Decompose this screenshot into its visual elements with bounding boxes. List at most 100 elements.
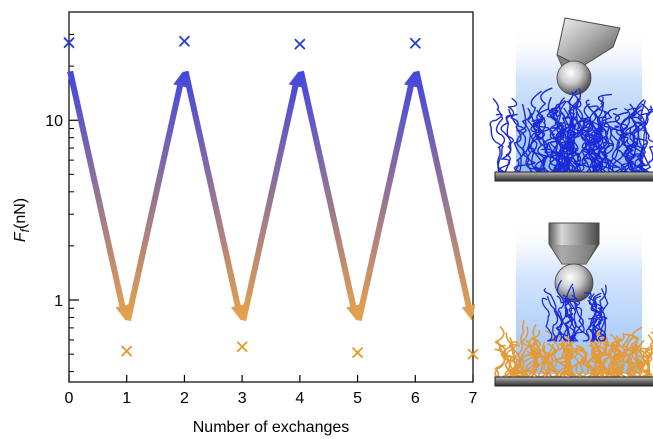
polymer-chain (582, 295, 602, 342)
polymer-chain (530, 87, 553, 173)
polymer-chain (610, 333, 639, 378)
polymer-chain (516, 103, 534, 173)
polymer-chain (509, 326, 529, 378)
polymer-chain (552, 104, 575, 173)
polymer-chain (555, 344, 572, 378)
x-axis-label: Number of exchanges (193, 419, 350, 436)
exchange-arrow (240, 71, 303, 322)
polymer-chain (563, 347, 573, 378)
exchange-arrow (182, 70, 245, 321)
polymer-chain (533, 330, 545, 378)
polymer-chain (563, 298, 573, 342)
polymer-chain (566, 307, 578, 342)
x-tick-labels: 0 1 2 3 4 5 6 7 (65, 390, 478, 407)
x-ticks (68, 375, 474, 382)
polymer-chain (509, 343, 523, 378)
polymer-chain (498, 344, 517, 378)
exchange-arrow (67, 70, 130, 321)
x-tick-label: 6 (411, 390, 420, 407)
polymer-chain (489, 113, 504, 173)
polymer-chain (504, 114, 515, 173)
polymer-chain (511, 345, 523, 378)
polymer-chain (568, 333, 584, 378)
polymer-chain (632, 345, 650, 378)
y-tick-label: 1 (54, 293, 63, 310)
bottom-polymer-brush (494, 280, 653, 378)
polymer-chain (543, 129, 568, 173)
polymer-chain (595, 284, 607, 342)
polymer-chain (573, 301, 585, 342)
y-axis-label-unit: (nN) (12, 198, 29, 229)
data-point (467, 348, 479, 360)
data-point (236, 341, 248, 353)
y-axis-label: Ff(nN) (12, 198, 32, 242)
polymer-chain (533, 336, 559, 378)
polymer-chain (615, 103, 636, 173)
data-point (294, 38, 306, 50)
polymer-chain (559, 345, 587, 378)
polymer-chain (580, 117, 598, 173)
polymer-chain (492, 98, 506, 173)
polymer-chain (580, 99, 603, 173)
polymer-chain (559, 310, 569, 342)
bottom-substrate (494, 376, 653, 387)
x-tick-label: 2 (180, 390, 189, 407)
polymer-chain (592, 123, 603, 173)
polymer-chain (550, 343, 569, 378)
y-minor-ticks (69, 11, 74, 373)
data-point (178, 35, 191, 47)
y-major-ticks (69, 119, 79, 301)
polymer-chain (507, 97, 522, 173)
exchange-arrow (124, 71, 187, 322)
polymer-chain (535, 109, 563, 173)
polymer-chain (554, 100, 579, 173)
data-point (409, 37, 421, 49)
polymer-chain (541, 297, 553, 342)
top-substrate (494, 171, 653, 182)
polymer-chain (641, 331, 653, 378)
y-tick-labels: 1 10 (45, 113, 63, 310)
data-point (351, 346, 364, 359)
polymer-chain (555, 280, 565, 342)
polymer-chain (546, 296, 563, 342)
data-points (63, 35, 479, 360)
y-axis-label-sub: f (18, 227, 32, 232)
polymer-chain (522, 337, 541, 378)
top-afm-tip (556, 17, 621, 96)
polymer-chain (569, 286, 581, 342)
exchange-arrow (298, 70, 360, 321)
polymer-chain (592, 346, 612, 378)
polymer-chain (494, 348, 516, 378)
plot-frame (68, 11, 474, 383)
polymer-chain (593, 302, 606, 342)
polymer-chain (591, 345, 606, 378)
polymer-chain (530, 117, 550, 173)
polymer-chain (583, 292, 599, 342)
polymer-chain (583, 103, 616, 173)
polymer-chain (494, 326, 507, 378)
illustration-bottom-tip-above-mixed-brush (494, 218, 653, 387)
polymer-chain (640, 129, 653, 173)
x-tick-label: 1 (122, 390, 131, 407)
chart: 0 1 2 3 4 5 6 7 1 10 Number of exchanges Ff(nN) (12, 11, 479, 436)
exchange-arrow (355, 71, 418, 322)
x-tick-label: 5 (353, 390, 362, 407)
x-tick-label: 7 (469, 390, 478, 407)
polymer-chain (561, 116, 584, 173)
x-tick-label: 0 (65, 390, 74, 407)
polymer-chain (571, 294, 590, 342)
x-tick-label: 3 (238, 390, 247, 407)
polymer-chain (542, 342, 559, 378)
y-tick-label: 10 (45, 113, 63, 130)
polymer-chain (597, 288, 609, 342)
polymer-chain (527, 90, 543, 173)
zigzag-arrows (67, 70, 476, 322)
polymer-chain (614, 336, 635, 378)
data-point (63, 37, 75, 49)
polymer-chain (611, 111, 629, 173)
x-tick-label: 4 (295, 390, 304, 407)
polymer-chain (588, 317, 598, 342)
illustration-top-tip-above-brush-polymer (489, 17, 653, 182)
